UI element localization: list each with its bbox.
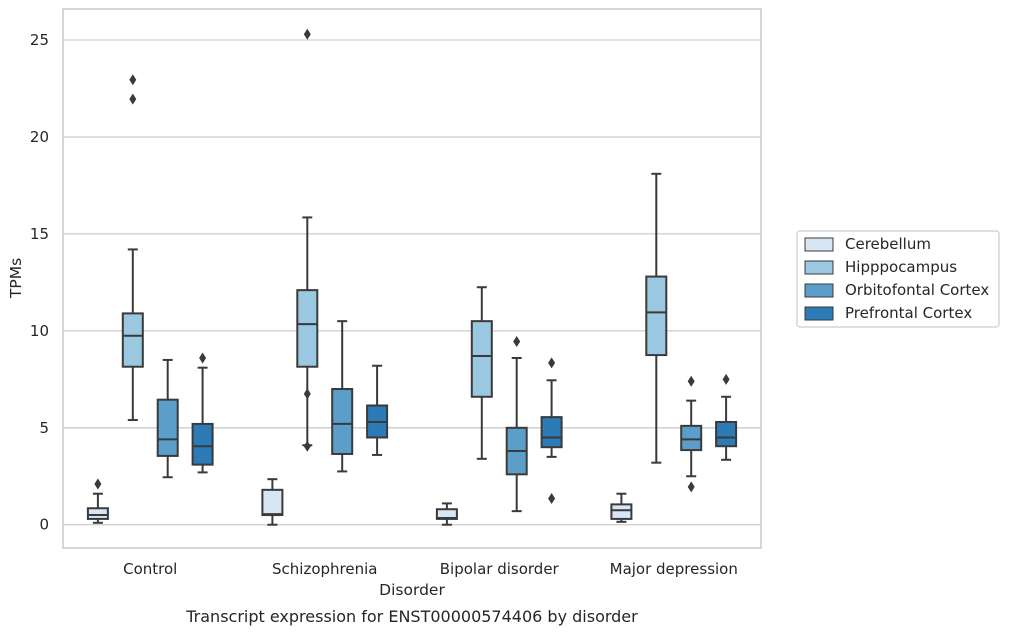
legend-label: Hipppocampus: [845, 258, 957, 276]
y-tick-label: 15: [30, 225, 49, 243]
x-tick-label: Bipolar disorder: [440, 560, 560, 578]
legend-label: Orbitofontal Cortex: [845, 281, 989, 299]
outlier-point: [199, 352, 207, 364]
legend: Cerebellum Hipppocampus Orbitofontal Corte…: [796, 230, 1000, 328]
box-iqr: [610, 503, 633, 520]
legend-swatch: [804, 260, 834, 275]
outlier-point: [303, 28, 311, 40]
outlier-point: [548, 493, 556, 505]
x-tick-label: Control: [123, 560, 177, 578]
box-iqr: [121, 312, 144, 368]
y-axis-label: TPMs: [7, 258, 25, 299]
legend-label: Cerebellum: [845, 235, 931, 253]
x-axis-ticks: Control Schizophrenia Bipolar disorder Majo…: [123, 560, 738, 578]
outlier-point: [687, 375, 695, 387]
y-tick-label: 20: [30, 128, 49, 146]
legend-frame: [796, 230, 1000, 328]
outlier-point: [129, 93, 137, 105]
figure-caption: Transcript expression for ENST0000057440…: [185, 607, 638, 626]
legend-swatch: [804, 283, 834, 298]
box-iqr: [261, 488, 284, 517]
box-orbitofontal-cortex: [156, 358, 179, 479]
legend-swatch: [804, 237, 834, 252]
box-orbitofontal-cortex: [680, 375, 703, 493]
outlier-point: [129, 74, 137, 86]
box-iqr: [191, 422, 214, 466]
legend-swatch: [804, 306, 834, 321]
legend-label: Prefrontal Cortex: [845, 304, 972, 322]
box-orbitofontal-cortex: [331, 320, 354, 473]
box-iqr: [86, 507, 109, 520]
box-iqr: [331, 388, 354, 455]
y-gridlines: [63, 39, 761, 526]
box-hipppocampus: [121, 74, 144, 422]
y-axis-ticks: 0 5 10 15 20 25: [30, 31, 49, 534]
y-tick-label: 10: [30, 322, 49, 340]
box-iqr: [470, 320, 493, 398]
box-cerebellum: [86, 478, 109, 524]
y-tick-label: 5: [39, 419, 49, 437]
box-iqr: [680, 424, 703, 452]
box-hipppocampus: [645, 172, 668, 464]
plot-frame: [62, 8, 762, 549]
x-tick-label: Major depression: [610, 560, 738, 578]
outlier-point: [303, 388, 311, 400]
x-tick-label: Schizophrenia: [272, 560, 377, 578]
box-plot-area: [86, 28, 738, 526]
y-tick-label: 0: [39, 516, 49, 534]
box-iqr: [645, 275, 668, 357]
box-orbitofontal-cortex: [505, 336, 528, 513]
box-iqr: [715, 420, 738, 448]
outlier-point: [548, 357, 556, 369]
box-prefrontal-cortex: [366, 364, 389, 456]
box-hipppocampus: [296, 28, 319, 452]
box-iqr: [156, 398, 179, 457]
box-prefrontal-cortex: [540, 357, 563, 505]
outlier-point: [722, 373, 730, 385]
box-cerebellum: [261, 478, 284, 526]
box-cerebellum: [435, 502, 458, 526]
outlier-point: [513, 336, 521, 348]
box-iqr: [540, 416, 563, 449]
box-prefrontal-cortex: [715, 373, 738, 461]
x-axis-label: Disorder: [379, 581, 445, 599]
box-iqr: [296, 289, 319, 368]
outlier-point: [303, 440, 311, 452]
box-hipppocampus: [470, 286, 493, 460]
y-tick-label: 25: [30, 31, 49, 49]
outlier-point: [687, 481, 695, 493]
outlier-point: [94, 478, 102, 490]
box-prefrontal-cortex: [191, 352, 214, 474]
box-cerebellum: [610, 492, 633, 523]
